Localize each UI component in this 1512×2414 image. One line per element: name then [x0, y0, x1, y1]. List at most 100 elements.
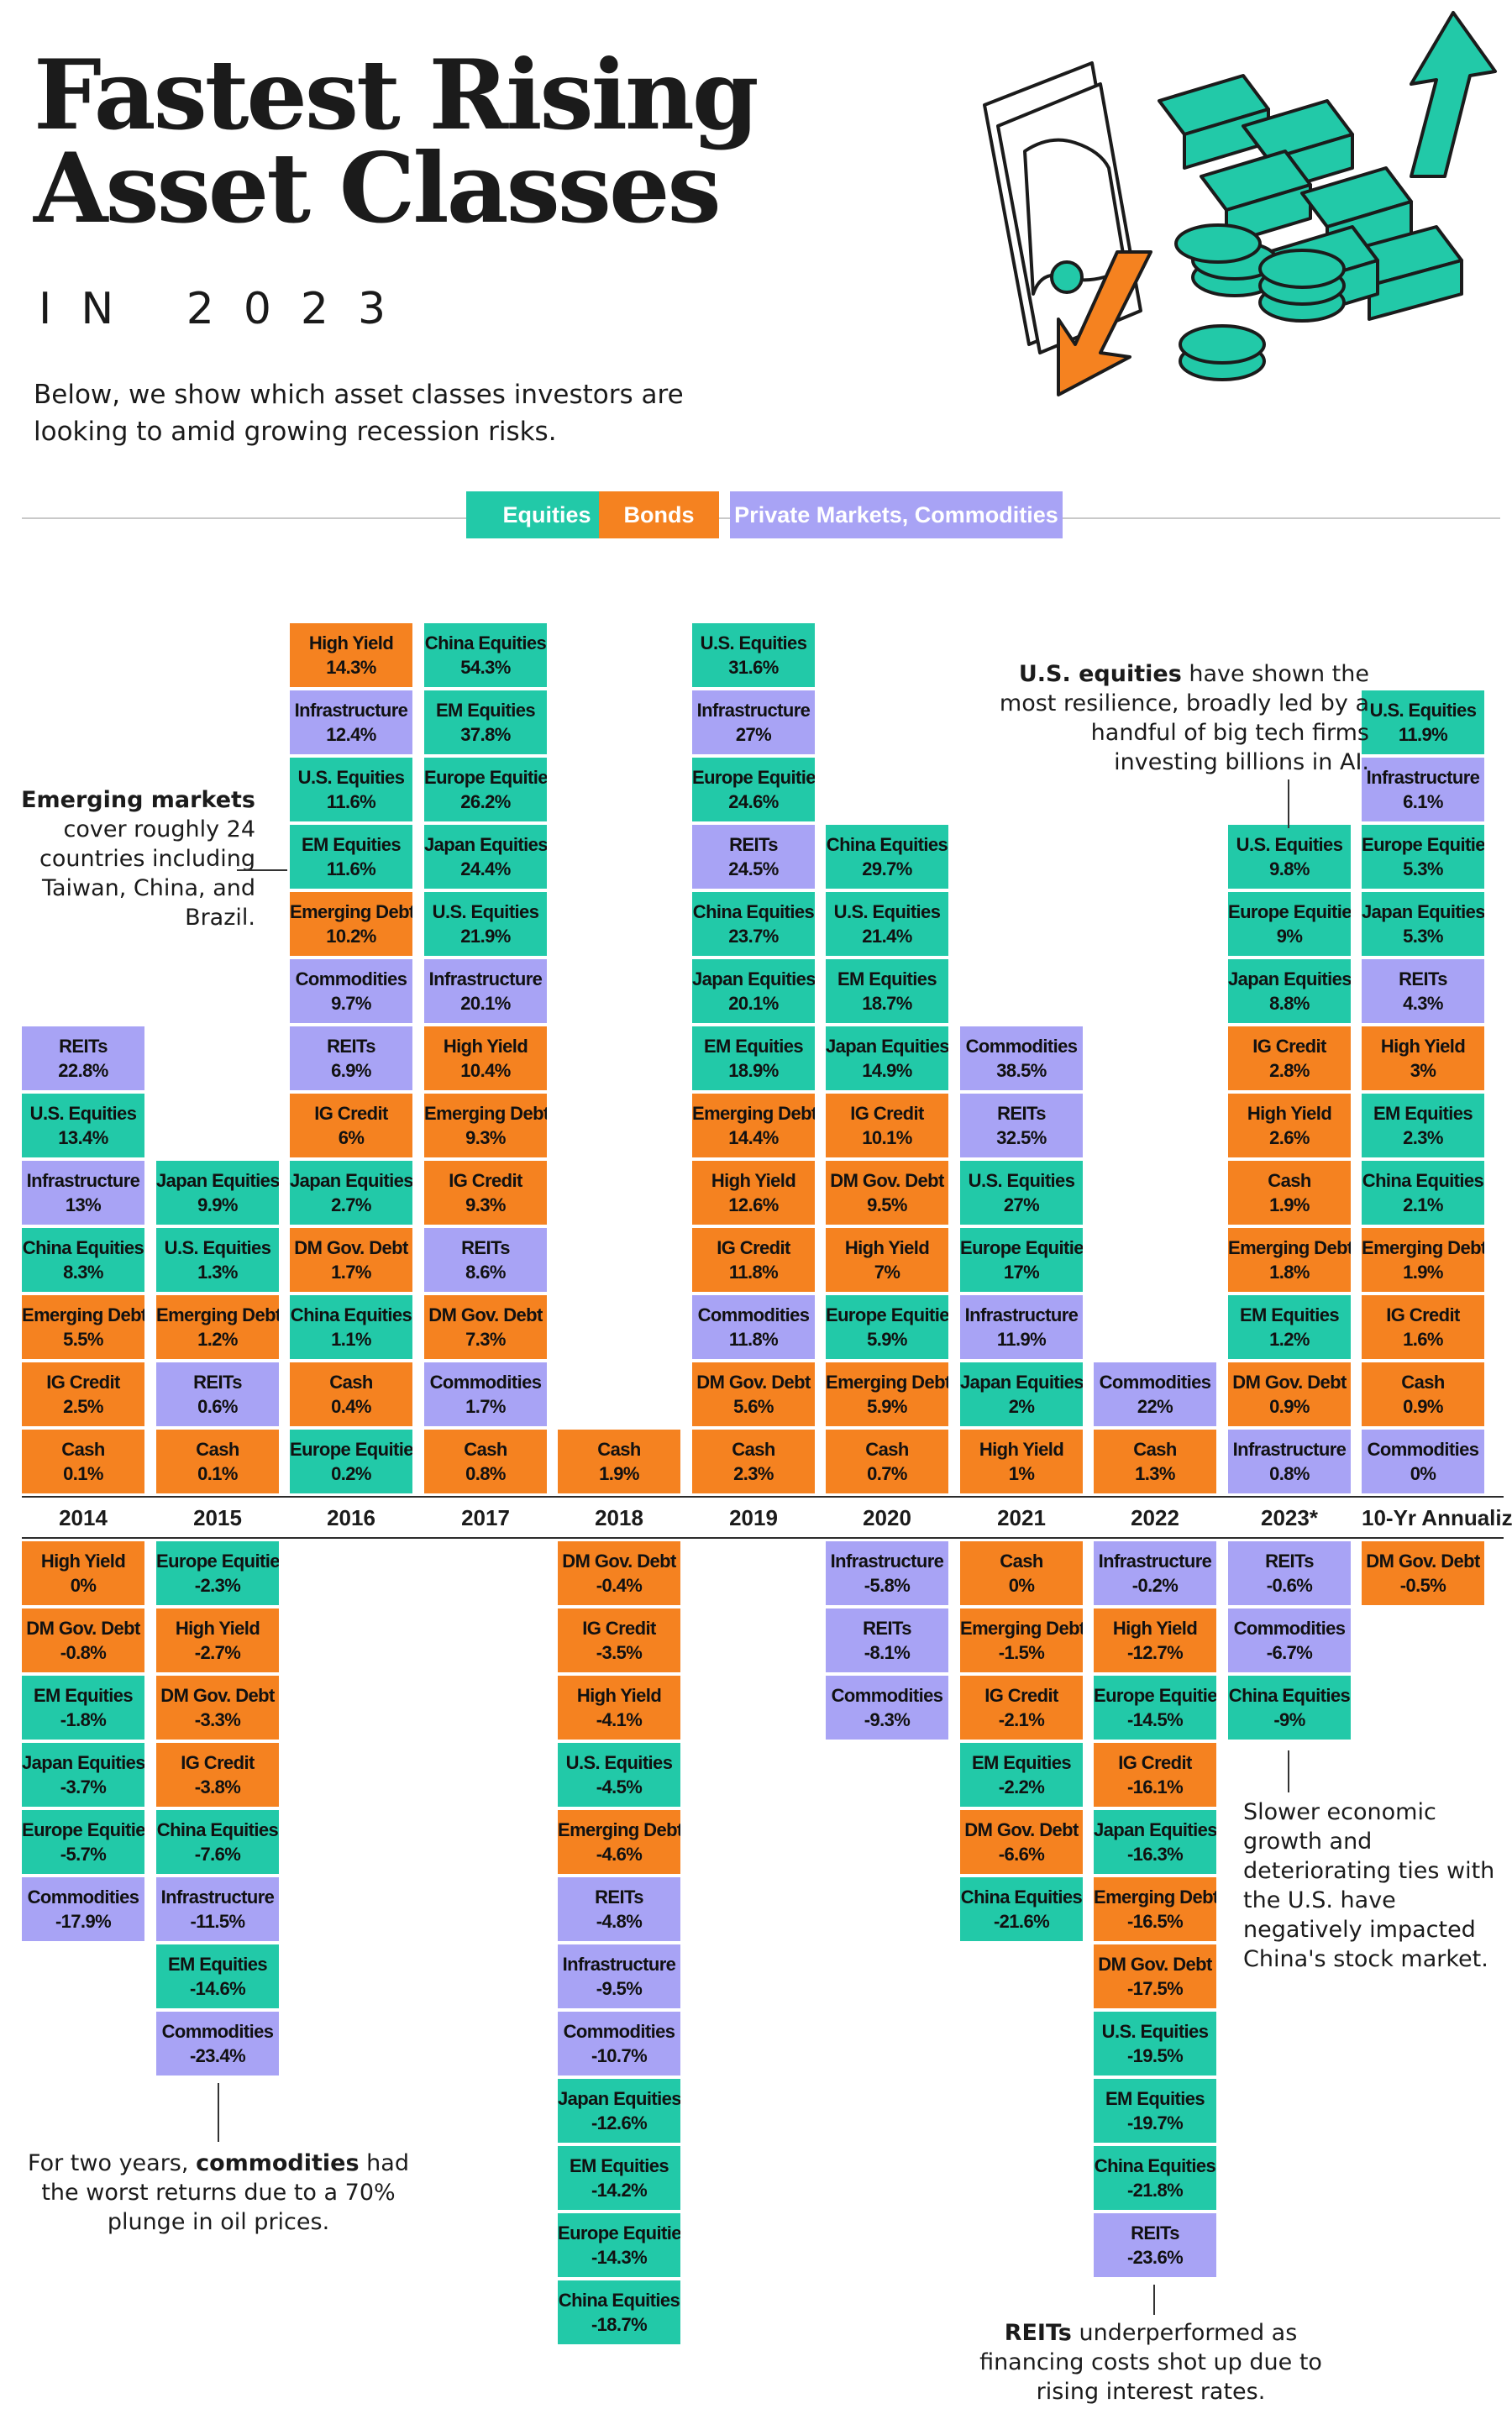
asset-class-label: Japan Equities: [156, 1170, 279, 1191]
return-value: -2.2%: [998, 1776, 1045, 1797]
negative-return-cell: IG Credit -3.5%: [558, 1608, 680, 1672]
return-value: 5.5%: [63, 1329, 103, 1350]
return-value: 2.6%: [1269, 1127, 1310, 1148]
year-label: 2022: [1131, 1505, 1179, 1530]
return-value: 9.3%: [465, 1127, 506, 1148]
asset-class-label: DM Gov. Debt: [562, 1551, 676, 1572]
asset-class-label: China Equities: [156, 1819, 279, 1840]
positive-return-cell: U.S. Equities 31.6%: [692, 623, 815, 687]
return-value: 1.7%: [331, 1262, 371, 1283]
negative-return-cell: Commodities -10.7%: [558, 2012, 680, 2076]
year-label: 2017: [461, 1505, 510, 1530]
return-value: 2.5%: [63, 1396, 103, 1417]
positive-return-cell: Infrastructure 0.8%: [1228, 1430, 1351, 1493]
return-value: -11.5%: [190, 1911, 246, 1932]
positive-return-cell: DM Gov. Debt 9.5%: [826, 1161, 948, 1225]
return-value: 8.8%: [1269, 993, 1310, 1014]
asset-class-label: Europe Equities: [22, 1819, 144, 1840]
asset-class-label: Commodities: [697, 1304, 810, 1325]
leader-line-reits: [1153, 2285, 1155, 2315]
return-value: 26.2%: [460, 791, 511, 812]
negative-return-cell: EM Equities -14.2%: [558, 2146, 680, 2210]
asset-class-label: Europe Equities: [960, 1237, 1083, 1258]
return-value: 4.3%: [1403, 993, 1443, 1014]
negative-return-cell: China Equities -21.8%: [1094, 2146, 1216, 2210]
asset-class-label: High Yield: [576, 1685, 662, 1706]
return-value: -5.7%: [60, 1844, 107, 1865]
positive-return-cell: Commodities 0%: [1362, 1430, 1484, 1493]
negative-return-cell: High Yield 0%: [22, 1541, 144, 1605]
asset-class-label: Japan Equities: [1228, 968, 1351, 989]
return-value: 21.9%: [460, 926, 511, 947]
asset-class-label: China Equities: [1228, 1685, 1351, 1706]
negative-return-cell: DM Gov. Debt -17.5%: [1094, 1944, 1216, 2008]
asset-class-label: Cash: [61, 1439, 105, 1460]
asset-class-label: Emerging Debt: [22, 1304, 144, 1325]
positive-return-cell: Cash 0.9%: [1362, 1362, 1484, 1426]
asset-class-label: IG Credit: [46, 1372, 120, 1393]
asset-class-label: Infrastructure: [428, 968, 543, 989]
year-label: 2020: [863, 1505, 911, 1530]
asset-class-label: High Yield: [979, 1439, 1064, 1460]
asset-class-label: IG Credit: [717, 1237, 790, 1258]
asset-class-label: Japan Equities: [424, 834, 547, 855]
negative-return-cell: EM Equities -1.8%: [22, 1676, 144, 1740]
return-value: 5.3%: [1403, 926, 1443, 947]
positive-return-cell: IG Credit 2.8%: [1228, 1026, 1351, 1090]
asset-class-label: DM Gov. Debt: [294, 1237, 408, 1258]
asset-class-label: U.S. Equities: [565, 1752, 673, 1773]
leader-line-em: [237, 869, 287, 871]
positive-return-cell: Europe Equities 17%: [960, 1228, 1083, 1292]
return-value: -14.5%: [1126, 1709, 1184, 1730]
return-value: 24.5%: [728, 858, 779, 879]
positive-return-cell: Japan Equities 24.4%: [424, 825, 547, 889]
positive-return-cell: EM Equities 1.2%: [1228, 1295, 1351, 1359]
positive-return-cell: China Equities 1.1%: [290, 1295, 412, 1359]
seal: [1050, 260, 1084, 294]
legend-bonds: Bonds: [599, 491, 719, 538]
asset-class-label: China Equities: [424, 632, 547, 653]
subtitle: IN 2023: [39, 284, 416, 334]
down-arrow: [1057, 250, 1152, 396]
year-label: 2021: [997, 1505, 1046, 1530]
return-value: 24.4%: [460, 858, 511, 879]
asset-class-label: Europe Equities: [558, 2222, 680, 2243]
return-value: 5.9%: [867, 1396, 907, 1417]
asset-class-label: IG Credit: [1118, 1752, 1192, 1773]
positive-return-cell: China Equities 23.7%: [692, 892, 815, 956]
asset-class-label: Commodities: [1233, 1618, 1346, 1639]
asset-class-label: Infrastructure: [26, 1170, 140, 1191]
return-value: -19.5%: [1126, 2045, 1184, 2066]
asset-class-label: Emerging Debt: [826, 1372, 948, 1393]
return-value: 12.4%: [326, 724, 376, 745]
positive-return-cell: U.S. Equities 11.6%: [290, 758, 412, 821]
asset-class-label: Infrastructure: [696, 700, 811, 721]
positive-return-cell: China Equities 2.1%: [1362, 1161, 1484, 1225]
positive-return-cell: Cash 0.7%: [826, 1430, 948, 1493]
asset-class-label: IG Credit: [449, 1170, 522, 1191]
return-value: 18.9%: [728, 1060, 779, 1081]
positive-return-cell: Cash 1.3%: [1094, 1430, 1216, 1493]
return-value: 1.1%: [331, 1329, 371, 1350]
negative-return-cell: Japan Equities -16.3%: [1094, 1810, 1216, 1874]
asset-class-label: DM Gov. Debt: [428, 1304, 543, 1325]
positive-return-cell: Commodities 11.8%: [692, 1295, 815, 1359]
asset-class-label: Commodities: [831, 1685, 943, 1706]
title-line-1: Fastest Rising: [34, 39, 759, 151]
return-value: -17.9%: [55, 1911, 112, 1932]
negative-return-cell: Cash 0%: [960, 1541, 1083, 1605]
positive-return-cell: U.S. Equities 1.3%: [156, 1228, 279, 1292]
return-value: 1.3%: [1135, 1463, 1175, 1484]
return-value: 6%: [338, 1127, 365, 1148]
negative-return-cell: China Equities -21.6%: [960, 1877, 1083, 1941]
return-value: 18.7%: [862, 993, 912, 1014]
asset-class-label: REITs: [193, 1372, 242, 1393]
return-value: -0.8%: [60, 1642, 107, 1663]
asset-class-label: High Yield: [308, 632, 394, 653]
asset-class-label: IG Credit: [1252, 1036, 1326, 1057]
asset-class-label: REITs: [461, 1237, 510, 1258]
positive-return-cell: DM Gov. Debt 5.6%: [692, 1362, 815, 1426]
negative-return-cell: Europe Equities -5.7%: [22, 1810, 144, 1874]
zero-line-top: [22, 1496, 1504, 1498]
return-value: 0.4%: [331, 1396, 371, 1417]
